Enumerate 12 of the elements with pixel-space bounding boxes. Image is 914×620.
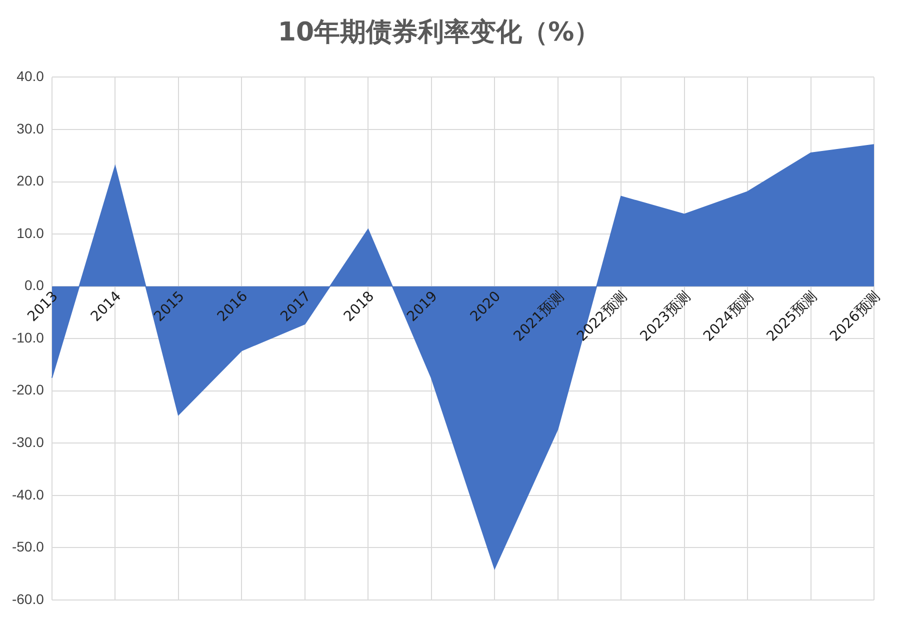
y-tick-label: -40.0 — [12, 486, 44, 502]
chart-title: 10年期债券利率变化（%） — [278, 17, 600, 48]
y-tick-label: 40.0 — [16, 68, 44, 84]
y-tick-label: 10.0 — [16, 224, 44, 241]
y-tick-label: 30.0 — [16, 120, 44, 136]
y-tick-label: -60.0 — [12, 590, 44, 607]
y-tick-label: -30.0 — [12, 434, 44, 450]
y-tick-label: -50.0 — [12, 538, 44, 555]
y-tick-label: 20.0 — [16, 172, 44, 189]
y-tick-label: 0.0 — [24, 277, 44, 294]
y-tick-label: -10.0 — [12, 329, 44, 346]
y-tick-label: -20.0 — [12, 382, 44, 398]
